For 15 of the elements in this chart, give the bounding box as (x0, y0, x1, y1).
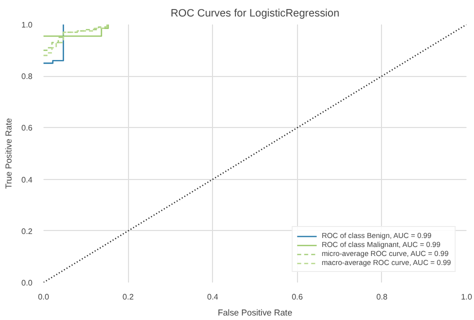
y-tick-label: 0.4 (21, 175, 34, 184)
x-tick-label: 0.8 (376, 292, 388, 302)
x-tick-label: 0.2 (122, 292, 134, 302)
x-axis-title: False Positive Rate (218, 308, 292, 318)
y-tick-label: 0.0 (21, 278, 34, 288)
chart-title: ROC Curves for LogisticRegression (170, 8, 340, 20)
y-tick-label: 0.2 (21, 226, 34, 236)
x-tick-label: 0.0 (38, 292, 50, 302)
y-axis-title: True Positive Rate (3, 118, 14, 189)
y-tick-label: 0.6 (21, 124, 34, 133)
x-tick-label: 0.6 (292, 292, 304, 302)
y-tick-label: 0.8 (21, 72, 34, 82)
y-tick-label: 1.0 (21, 20, 34, 30)
x-tick-label: 1.0 (460, 292, 473, 302)
x-tick-label: 0.4 (207, 292, 219, 302)
